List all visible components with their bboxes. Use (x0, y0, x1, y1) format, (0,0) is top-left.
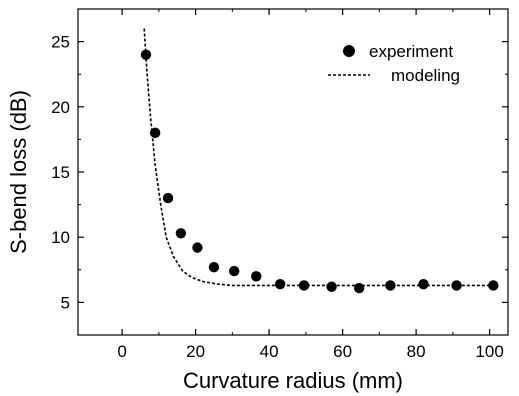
experiment-series (140, 49, 499, 294)
experiment-point (208, 261, 220, 273)
x-tick-label: 100 (475, 342, 503, 361)
experiment-point (298, 280, 310, 291)
experiment-point (274, 278, 286, 290)
x-tick-label: 40 (260, 342, 279, 361)
experiment-point (192, 242, 203, 253)
x-ticks: 0 20 40 60 80 100 (117, 9, 504, 361)
y-ticks: 5 10 15 20 25 (51, 8, 508, 312)
experiment-point (326, 281, 337, 292)
legend-experiment-label: experiment (369, 42, 453, 61)
experiment-point (228, 265, 240, 277)
x-tick-label: 80 (407, 342, 426, 361)
legend-modeling-label: modeling (391, 66, 460, 85)
experiment-point (385, 280, 396, 291)
y-tick-label: 20 (51, 98, 70, 117)
legend: experiment modeling (328, 42, 460, 85)
modeling-series (143, 28, 494, 287)
experiment-point (149, 127, 161, 139)
x-axis-label: Curvature radius (mm) (183, 368, 403, 393)
x-tick-label: 60 (333, 342, 352, 361)
y-tick-label: 10 (51, 228, 70, 247)
experiment-point (140, 49, 152, 60)
legend-experiment-marker (343, 45, 355, 57)
experiment-point (488, 280, 499, 291)
experiment-point (418, 278, 429, 290)
y-tick-label: 5 (61, 293, 70, 312)
y-tick-label: 15 (51, 163, 70, 182)
y-axis-label: S-bend loss (dB) (6, 90, 31, 254)
experiment-point (175, 228, 187, 239)
experiment-point (251, 271, 262, 282)
x-tick-label: 0 (117, 342, 126, 361)
y-tick-label: 25 (51, 33, 70, 52)
x-tick-label: 20 (186, 342, 205, 361)
experiment-point (353, 282, 365, 294)
modeling-line (143, 28, 494, 287)
experiment-point (451, 280, 462, 291)
experiment-point (162, 192, 174, 204)
